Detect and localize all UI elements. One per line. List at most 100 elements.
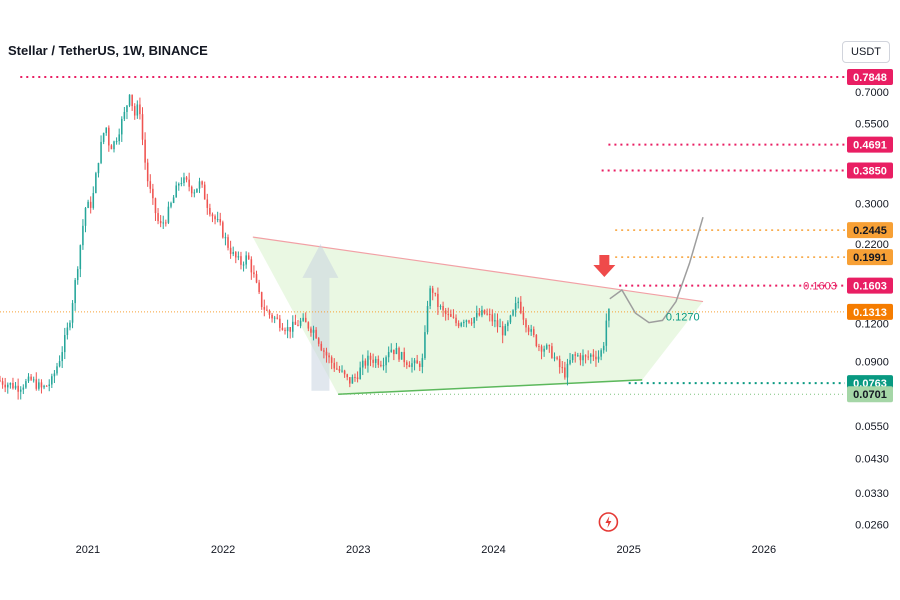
candle: [299, 320, 302, 326]
candle: [496, 320, 499, 327]
candle: [196, 188, 198, 193]
candle: [341, 370, 343, 372]
candle: [434, 292, 437, 294]
candle: [465, 320, 468, 322]
triangle-bottom-line: [337, 379, 643, 395]
candle: [4, 384, 6, 388]
candle: [400, 351, 403, 360]
candle: [475, 312, 478, 318]
candle: [517, 301, 519, 304]
candle: [424, 332, 426, 359]
candle: [216, 219, 219, 221]
candle: [343, 370, 346, 375]
candle: [190, 186, 193, 194]
price-tag-bg-0.1313: [847, 303, 893, 320]
candle: [157, 213, 159, 222]
candle: [452, 316, 455, 318]
candle: [14, 385, 17, 389]
candle: [242, 264, 245, 266]
candle: [76, 269, 79, 281]
x-tick-label: 2023: [346, 544, 370, 556]
candle: [131, 94, 133, 107]
candle: [284, 329, 286, 332]
currency-button[interactable]: USDT: [842, 41, 890, 63]
candle: [509, 315, 512, 323]
candle: [115, 141, 118, 143]
candle: [279, 318, 281, 328]
candle: [250, 259, 253, 273]
candle: [571, 354, 574, 361]
candle: [198, 181, 201, 189]
candle: [121, 118, 123, 135]
price-tag-bg-0.0701: [847, 386, 893, 403]
candle: [180, 183, 183, 185]
candle: [12, 382, 14, 389]
candle: [589, 354, 592, 357]
candle: [317, 338, 320, 344]
candle: [447, 314, 450, 316]
candle: [66, 327, 69, 336]
candle: [532, 329, 535, 335]
candle: [600, 350, 602, 357]
candle: [597, 356, 600, 360]
candle: [167, 206, 170, 223]
candle: [136, 104, 139, 116]
candle: [501, 326, 504, 336]
candle: [102, 132, 105, 142]
candle: [224, 237, 227, 239]
candle: [351, 377, 354, 384]
candle: [108, 127, 110, 146]
candle: [263, 307, 266, 310]
candle: [276, 317, 279, 319]
candle: [294, 321, 297, 325]
y-tick-label: 0.3000: [855, 198, 889, 210]
candle: [543, 348, 545, 352]
candle: [232, 252, 234, 254]
candle: [219, 219, 222, 223]
candle: [25, 381, 27, 388]
chart-title: Stellar / TetherUS, 1W, BINANCE: [8, 43, 208, 58]
y-tick-label: 0.1200: [855, 319, 889, 331]
candle: [359, 367, 361, 380]
candle: [162, 222, 165, 224]
candle: [406, 362, 408, 366]
candle: [235, 252, 237, 258]
candle: [71, 303, 74, 323]
candle: [95, 173, 97, 194]
candle: [356, 377, 359, 380]
candle: [113, 141, 115, 150]
candle: [527, 327, 530, 332]
candle: [398, 347, 400, 360]
candle: [48, 384, 51, 387]
candle: [418, 363, 421, 368]
price-tag-0.2445: 0.2445: [853, 225, 887, 237]
candle: [548, 345, 551, 347]
candle: [582, 355, 584, 361]
candle: [175, 185, 177, 198]
candle: [499, 326, 501, 328]
candle: [566, 363, 569, 378]
candle: [154, 198, 157, 214]
triangle-annotation-label: 0.1270: [666, 311, 700, 323]
candle: [473, 317, 475, 324]
candle: [372, 359, 374, 363]
y-tick-label: 0.0550: [855, 421, 889, 433]
candle: [592, 354, 595, 357]
candle: [149, 181, 152, 189]
price-tag-0.3850: 0.3850: [853, 166, 887, 178]
candle: [35, 379, 38, 389]
candle: [367, 355, 369, 366]
candle: [258, 282, 260, 293]
projection-path: [609, 216, 704, 324]
candle: [0, 380, 1, 382]
candle: [144, 139, 146, 163]
candle: [491, 314, 494, 322]
candle: [1, 381, 4, 385]
candle: [380, 364, 382, 366]
candle: [439, 305, 442, 307]
candle: [100, 141, 102, 163]
candle: [61, 352, 63, 362]
candle: [183, 177, 185, 184]
y-tick-label: 0.0330: [855, 488, 889, 500]
